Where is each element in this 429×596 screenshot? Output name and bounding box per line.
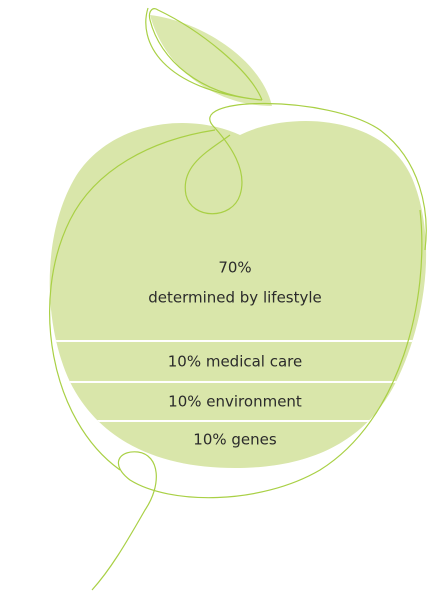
environment-label: 10% environment [168,393,302,411]
genes-label: 10% genes [193,431,277,449]
stem-loop [184,102,427,251]
leaf [150,15,272,106]
medical-care-label: 10% medical care [168,353,303,371]
lifestyle-share: 70% [218,259,251,277]
leaf-outline [145,7,263,101]
apple-outline-right [91,209,423,591]
apple-outline-left [49,129,216,471]
lifestyle-label: determined by lifestyle [148,289,322,307]
